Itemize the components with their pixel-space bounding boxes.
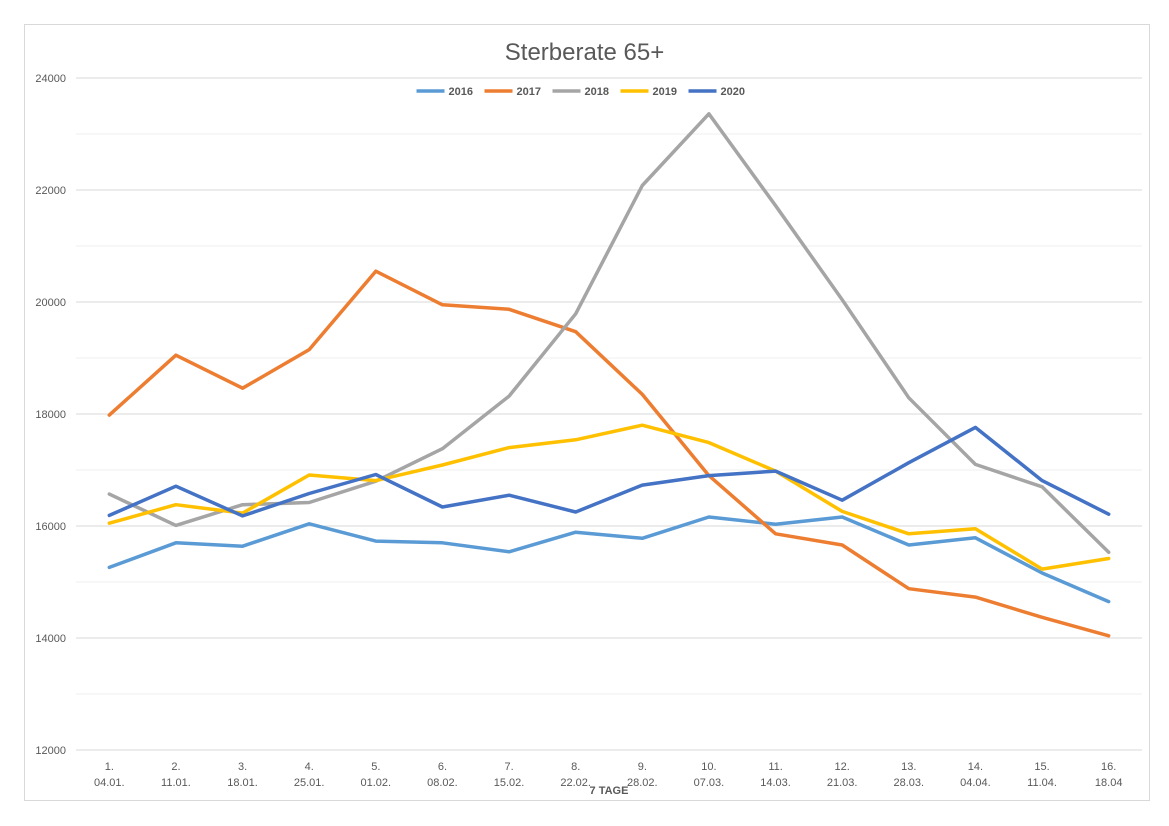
series-line-2016 [107,515,1111,604]
legend-label-2018: 2018 [585,86,609,98]
legend: 2016 2017 2018 2019 2020 [416,86,745,98]
series-line-2017 [107,269,1111,638]
x-tick-label-number: 7. [504,761,513,773]
x-tick-label-date: 21.03. [827,777,858,789]
x-tick-label-date: 18.01. [227,777,258,789]
x-tick-label-number: 13. [901,761,916,773]
x-tick-label-date: 07.03. [694,777,725,789]
x-tick-label-number: 5. [371,761,380,773]
x-tick-label-date: 01.02. [361,777,392,789]
y-tick-label: 12000 [35,745,66,757]
x-tick-label-number: 11. [768,761,782,773]
x-tick-label-date: 28.03. [894,777,925,789]
y-tick-label: 18000 [35,409,66,421]
series-line-2019 [107,423,1111,571]
series-group [107,112,1111,638]
x-tick-label-number: 1. [105,761,114,773]
x-tick-label-number: 8. [571,761,580,773]
x-tick-label-number: 16. [1101,761,1116,773]
x-tick-label-date: 25.01. [294,777,325,789]
legend-label-2016: 2016 [449,86,473,98]
x-tick-label-date: 08.02. [427,777,458,789]
legend-label-2017: 2017 [517,86,541,98]
x-tick-label-number: 9. [638,761,647,773]
x-tick-label-number: 15. [1034,761,1049,773]
series-line-2020 [107,425,1111,518]
x-tick-label-date: 04.01. [94,777,125,789]
y-tick-label: 20000 [35,297,66,309]
x-tick-label-date: 28.02. [627,777,658,789]
y-axis: 12000 14000 16000 18000 20000 22000 24000 [35,73,66,757]
y-tick-label: 22000 [35,185,66,197]
chart-title: Sterberate 65+ [505,39,664,66]
series-line-2018 [107,112,1111,555]
x-tick-label-date: 14.03. [760,777,791,789]
x-tick-label-number: 12. [835,761,850,773]
legend-label-2019: 2019 [653,86,677,98]
x-tick-label-date: 18.04 [1095,777,1123,789]
x-tick-label-number: 14. [968,761,983,773]
y-tick-label: 14000 [35,633,66,645]
x-axis-label: 7 TAGE [590,785,629,797]
x-tick-label-date: 04.04. [960,777,991,789]
x-tick-label-date: 11.01. [161,777,191,789]
x-tick-label-date: 11.04. [1027,777,1057,789]
x-axis: 1. 04.01. 2. 11.01. 3. 18.01. 4. 25.01. 5. 01.02.… [94,761,1122,789]
x-tick-label-number: 6. [438,761,447,773]
x-tick-label-number: 3. [238,761,247,773]
x-tick-label-number: 10. [701,761,716,773]
x-tick-label-number: 2. [171,761,180,773]
gridlines [76,77,1142,751]
x-tick-label-number: 4. [305,761,314,773]
x-tick-label-date: 22.02. [560,777,591,789]
x-tick-label-date: 15.02. [494,777,525,789]
y-tick-label: 16000 [35,521,66,533]
y-tick-label: 24000 [35,73,66,85]
legend-label-2020: 2020 [721,86,745,98]
chart-area [24,24,1150,801]
